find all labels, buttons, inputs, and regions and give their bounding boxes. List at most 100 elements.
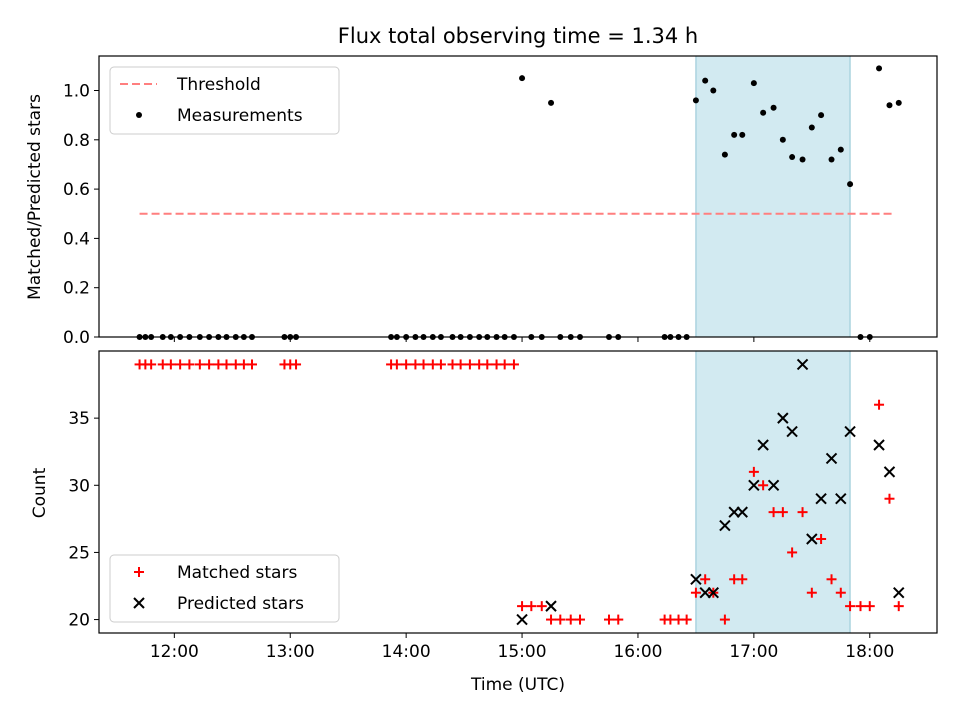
matched-star-point [603,614,614,625]
y-tick-label: 20 [68,611,90,631]
x-stroke [815,493,827,505]
matched-star-point [508,359,519,370]
legend: Threshold Measurements [109,66,340,135]
predicted-star-point [699,587,711,599]
y-tick-label: 0.6 [63,180,90,200]
predicted-star-point [835,493,847,505]
matched-star-point [613,614,624,625]
matched-star-point [816,534,827,544]
predicted-star-point [815,493,827,505]
legend-label: Predicted stars [177,594,304,614]
x-stroke [748,479,760,491]
x-stroke [516,613,528,626]
y-tick-label: 0.0 [63,328,90,348]
matched-star-point [165,359,176,370]
bottom-panel: 20 25 30 35 12:00 13:00 14:00 15:00 16:00 17:00 18… [68,350,938,662]
axes-frame [98,55,938,338]
x-stroke [690,573,702,585]
matched-star-point [517,601,528,612]
x-stroke [545,600,557,612]
legend-box [109,554,340,623]
measurement-point [828,156,835,163]
legend-predicted-swatch [133,597,145,609]
matched-star-point [777,507,788,518]
measurement-point [731,131,738,138]
predicted-star-point [825,452,838,465]
bottom-y-axis-label: Count [30,467,50,518]
matched-star-point [184,359,195,370]
x-stroke [767,479,780,491]
y-tick-label: 1.0 [63,82,90,102]
matched-star-point [768,507,779,518]
y-tick-label: 0.4 [63,229,90,249]
x-stroke [825,452,838,465]
matched-star-point [874,399,885,410]
matched-star-point [221,359,232,370]
matched-star-point [758,480,769,491]
x-stroke [736,506,748,518]
x-stroke [844,425,856,438]
x-stroke [707,587,720,599]
matched-star-point [700,574,711,585]
measurement-point [876,65,883,72]
measurement-point [750,80,757,87]
matched-star-point [565,614,576,625]
legend-label: Matched stars [177,563,297,583]
measurement-point [886,102,893,109]
measurement-point [760,109,767,116]
matched-star-point [893,601,904,612]
chart-title: Flux total observing time = 1.34 h [338,24,698,48]
x-tick-label: 14:00 [382,642,431,662]
matched-star-point [855,601,866,612]
measurement-point [739,131,746,138]
matched-star-point [555,614,566,625]
matched-star-point [204,359,215,370]
measurement-point [818,112,825,119]
matched-star-point [835,587,846,598]
predicted-star-point [796,358,809,371]
predicted-star-point [690,573,702,585]
legend-box [109,66,340,135]
matched-star-point [175,359,186,370]
predicted-star-point [767,479,780,491]
x-stroke [835,493,847,505]
matched-star-point [536,601,547,612]
predicted-star-point [806,533,818,545]
highlight-span [695,350,851,634]
predicted-star-point [707,587,720,599]
predicted-star-point [728,506,740,518]
matched-star-point [806,587,817,598]
x-stroke [883,466,896,478]
matched-star-point [787,547,798,558]
predicted-star-point [719,519,731,532]
x-tick-label: 16:00 [613,642,662,662]
legend-measurement-swatch [136,112,142,118]
predicted-star-point [844,425,856,438]
measurement-point [895,99,902,106]
measurement-point [519,75,526,82]
y-tick-label: 30 [68,476,90,496]
x-tick-label: 13:00 [266,642,315,662]
x-stroke [719,519,731,532]
measurement-point [548,99,555,106]
matched-star-point [797,507,808,518]
predicted-star-point [873,439,885,451]
measurement-point [808,124,815,131]
matched-star-point [291,359,302,370]
x-stroke [806,533,818,545]
x-stroke [728,506,740,518]
matched-star-point [455,359,466,370]
predicted-star-point [545,600,557,612]
predicted-star-point [883,466,896,478]
y-tick-label: 0.2 [63,279,90,299]
predicted-star-point [757,439,769,451]
top-panel: 0.0 0.2 0.4 0.6 0.8 1.0 Threshold Measurements [63,55,938,348]
matched-star-point [884,493,895,504]
matched-star-point [391,359,402,370]
y-tick-label: 0.8 [63,131,90,151]
matched-star-point [864,601,875,612]
x-stroke [786,425,798,438]
predicted-star-point [893,587,905,599]
matched-star-point [681,614,692,625]
